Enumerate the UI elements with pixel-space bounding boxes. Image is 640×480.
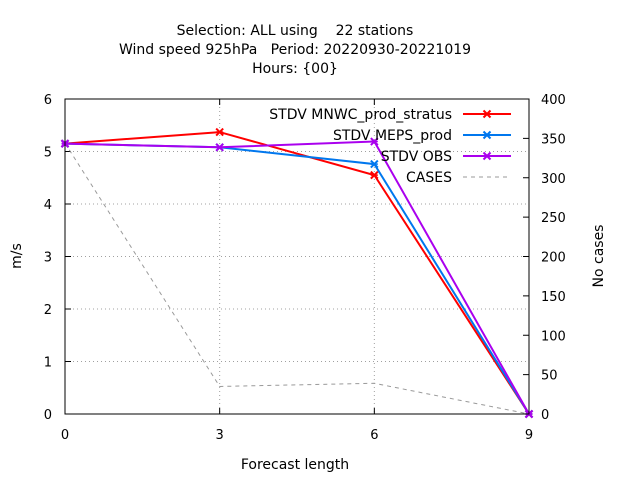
y-tick-label: 6 <box>44 93 52 108</box>
x-axis-label: Forecast length <box>241 457 349 473</box>
y2-axis-label: No cases <box>591 225 607 288</box>
chart-title: Selection: ALL using 22 stations Wind spe… <box>119 23 471 77</box>
y-tick-label: 2 <box>44 303 52 318</box>
chart-title-line: Selection: ALL using 22 stations <box>177 23 414 39</box>
x-axis-ticks: 0 3 6 9 <box>61 99 533 443</box>
y2-tick-label: 350 <box>541 132 566 147</box>
series-layer <box>60 127 534 419</box>
y2-axis-ticks: 0 50 100 150 200 250 300 350 400 <box>523 93 566 423</box>
series-point-stdv-mnwc-prod-stratus <box>370 170 379 180</box>
series-line-stdv-obs <box>64 140 530 415</box>
series-line-cases <box>64 142 530 415</box>
y2-tick-label: 0 <box>541 408 549 423</box>
y2-tick-label: 200 <box>541 251 566 266</box>
y2-tick-label: 250 <box>541 211 566 226</box>
series-point-stdv-obs <box>215 143 224 152</box>
y-axis-label: m/s <box>9 243 25 269</box>
y-tick-label: 5 <box>44 146 52 161</box>
plot-frame <box>64 98 530 415</box>
legend-marker <box>482 130 492 140</box>
legend-marker <box>482 109 492 119</box>
legend-label: CASES <box>406 170 452 186</box>
chart-title-line: Hours: {00} <box>252 61 338 77</box>
y2-tick-label: 150 <box>541 290 566 305</box>
legend-item-stdv-mnwc-prod-stratus: STDV MNWC_prod_stratus <box>269 107 511 123</box>
y-tick-label: 3 <box>44 251 52 266</box>
legend: STDV MNWC_prod_stratus STDV MEPS_prod STDV… <box>269 107 511 186</box>
legend-marker <box>482 151 492 161</box>
legend-label: STDV OBS <box>381 149 452 165</box>
series-line-stdv-meps-prod <box>64 142 530 415</box>
legend-item-stdv-meps-prod: STDV MEPS_prod <box>333 128 511 144</box>
y2-tick-label: 400 <box>541 93 566 108</box>
series-point-stdv-obs <box>370 137 379 146</box>
series-point-stdv-mnwc-prod-stratus <box>215 127 224 137</box>
chart-title-line: Wind speed 925hPa Period: 20220930-20221… <box>119 42 471 58</box>
series-line-stdv-mnwc-prod-stratus <box>64 131 530 415</box>
y-tick-label: 0 <box>44 408 52 423</box>
legend-item-stdv-obs: STDV OBS <box>381 149 511 165</box>
series-point-stdv-meps-prod <box>370 159 379 169</box>
y-tick-label: 4 <box>44 198 52 213</box>
legend-item-cases: CASES <box>406 170 511 186</box>
x-tick-label: 3 <box>216 428 224 443</box>
y2-tick-label: 300 <box>541 172 566 187</box>
y2-tick-label: 100 <box>541 329 566 344</box>
grid <box>65 99 529 414</box>
x-tick-label: 0 <box>61 428 69 443</box>
x-tick-label: 6 <box>370 428 378 443</box>
legend-label: STDV MNWC_prod_stratus <box>269 107 452 123</box>
y2-tick-label: 50 <box>541 369 558 384</box>
y-tick-label: 1 <box>44 356 52 371</box>
legend-label: STDV MEPS_prod <box>333 128 452 144</box>
x-tick-label: 9 <box>525 428 533 443</box>
